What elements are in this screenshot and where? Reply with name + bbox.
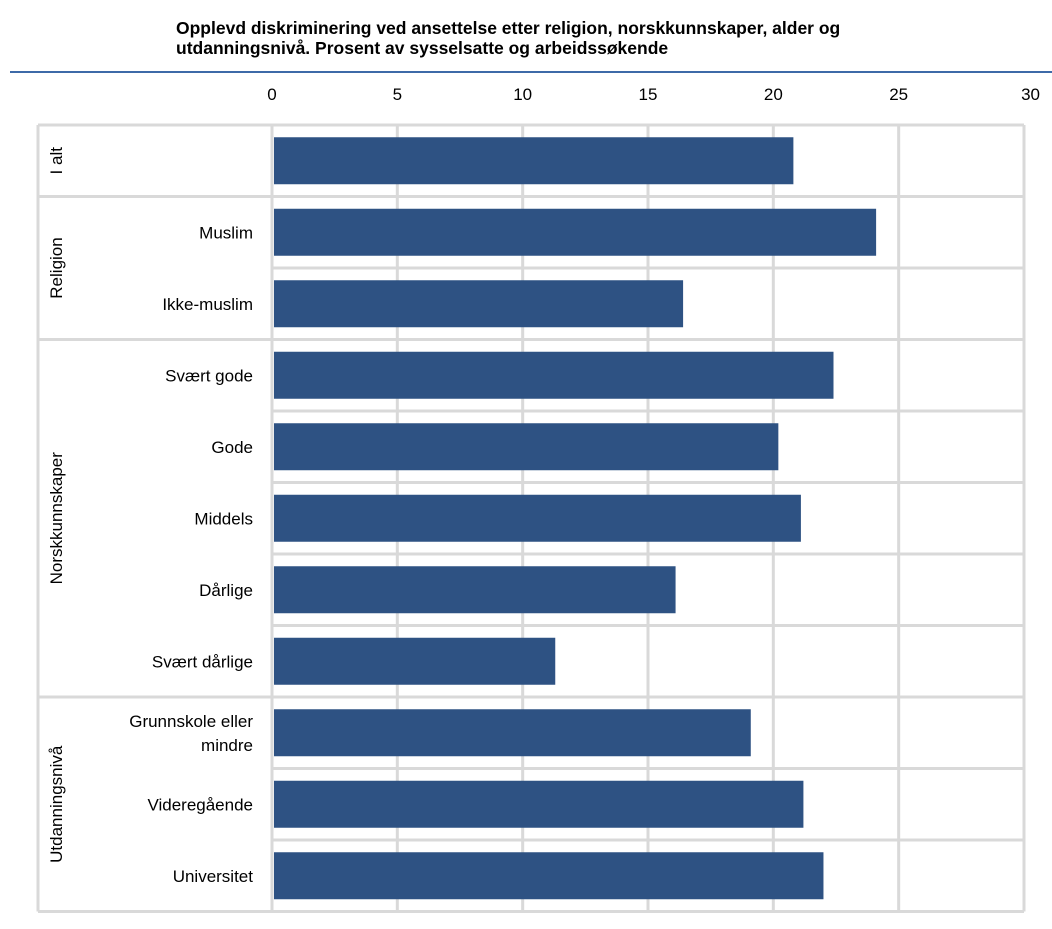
group-label: I alt [47,147,66,175]
bar [274,351,834,399]
x-tick-label: 20 [764,85,783,104]
category-label: Svært dårlige [152,652,253,671]
bar [274,637,556,685]
category-label: Videregående [147,795,253,814]
category-label: Dårlige [199,581,253,600]
category-label: Gode [211,438,253,457]
x-tick-label: 15 [639,85,658,104]
chart-title-line-2: utdanningsnivå. Prosent av sysselsatte o… [176,38,669,58]
bar [274,494,801,542]
bar [274,709,751,757]
chart-title: Opplevd diskriminering ved ansettelse et… [176,18,1046,58]
category-label: Muslim [199,223,253,242]
bar [274,208,877,256]
bar [274,780,804,828]
category-label: Svært gode [165,366,253,385]
x-tick-label: 5 [393,85,402,104]
bar [274,137,794,185]
chart-title-line-1: Opplevd diskriminering ved ansettelse et… [176,18,841,38]
category-label: Universitet [173,867,254,886]
category-label: Ikke-muslim [162,295,253,314]
x-tick-label: 10 [513,85,532,104]
x-tick-label: 30 [1021,85,1040,104]
group-label: Utdanningsnivå [47,745,66,863]
category-label: mindre [201,736,253,755]
group-label: Norskkunnskaper [47,452,66,585]
bar [274,280,684,328]
bar [274,852,824,900]
bar [274,423,779,471]
category-label: Grunnskole eller [129,712,253,731]
bar [274,566,676,614]
x-tick-label: 25 [889,85,908,104]
group-label: Religion [47,237,66,298]
x-tick-label: 0 [267,85,276,104]
category-label: Middels [194,509,253,528]
